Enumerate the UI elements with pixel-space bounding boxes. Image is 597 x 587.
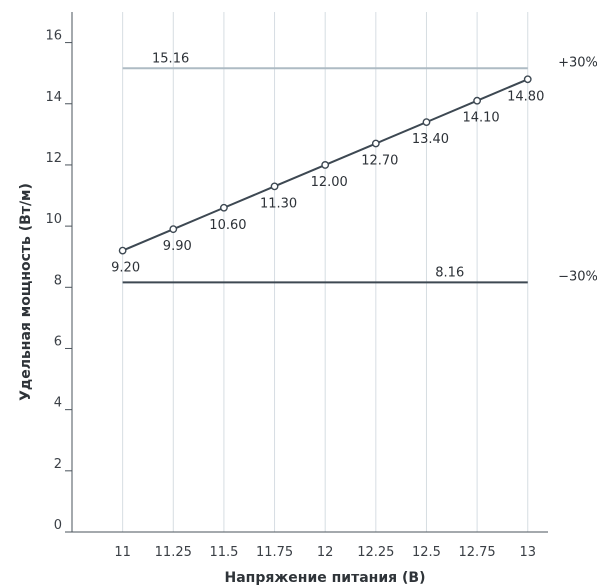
data-label: 11.30 xyxy=(260,196,297,211)
x-tick-label: 11 xyxy=(114,545,131,560)
y-axis-title: Удельная мощность (Вт/м) xyxy=(18,183,34,401)
x-tick-label: 11.5 xyxy=(209,545,238,560)
data-label: 12.00 xyxy=(311,175,348,190)
y-tick-label: 14 xyxy=(45,90,62,105)
data-point xyxy=(270,182,279,191)
data-label: 12.70 xyxy=(361,154,398,169)
data-point xyxy=(523,75,532,84)
y-tick-label: 12 xyxy=(45,151,62,166)
y-tick-label: 4 xyxy=(54,396,62,411)
x-tick-label: 13 xyxy=(519,545,536,560)
reference-line-label: 15.16 xyxy=(152,51,189,66)
y-tick-label: 16 xyxy=(45,29,62,44)
data-label: 10.60 xyxy=(209,218,246,233)
y-tick-label: 8 xyxy=(54,273,62,288)
data-label: 14.10 xyxy=(462,111,499,126)
data-point xyxy=(473,96,482,105)
x-axis-title: Напряжение питания (В) xyxy=(225,570,426,586)
data-point xyxy=(220,203,228,212)
y-tick-label: 2 xyxy=(54,457,62,472)
y-tick-label: 10 xyxy=(45,212,62,227)
data-label: 9.20 xyxy=(111,261,140,276)
data-label: 13.40 xyxy=(412,132,449,147)
x-tick-label: 11.75 xyxy=(256,545,293,560)
data-point xyxy=(321,161,330,169)
x-tick-label: 12.5 xyxy=(412,545,441,560)
data-point xyxy=(118,246,127,255)
x-tick-label: 11.25 xyxy=(155,545,192,560)
data-point xyxy=(169,225,178,234)
data-label: 14.80 xyxy=(507,89,544,104)
data-point xyxy=(422,118,431,127)
reference-line-side-label: −30% xyxy=(558,269,597,284)
reference-line-label: 8.16 xyxy=(435,265,464,280)
x-tick-label: 12.75 xyxy=(458,545,495,560)
reference-line-side-label: +30% xyxy=(558,55,597,70)
x-tick-label: 12 xyxy=(317,545,334,560)
y-tick-label: 6 xyxy=(54,334,62,349)
data-point xyxy=(371,139,380,148)
data-label: 9.90 xyxy=(163,239,192,254)
x-tick-label: 12.25 xyxy=(357,545,394,560)
y-tick-label: 0 xyxy=(54,518,62,533)
